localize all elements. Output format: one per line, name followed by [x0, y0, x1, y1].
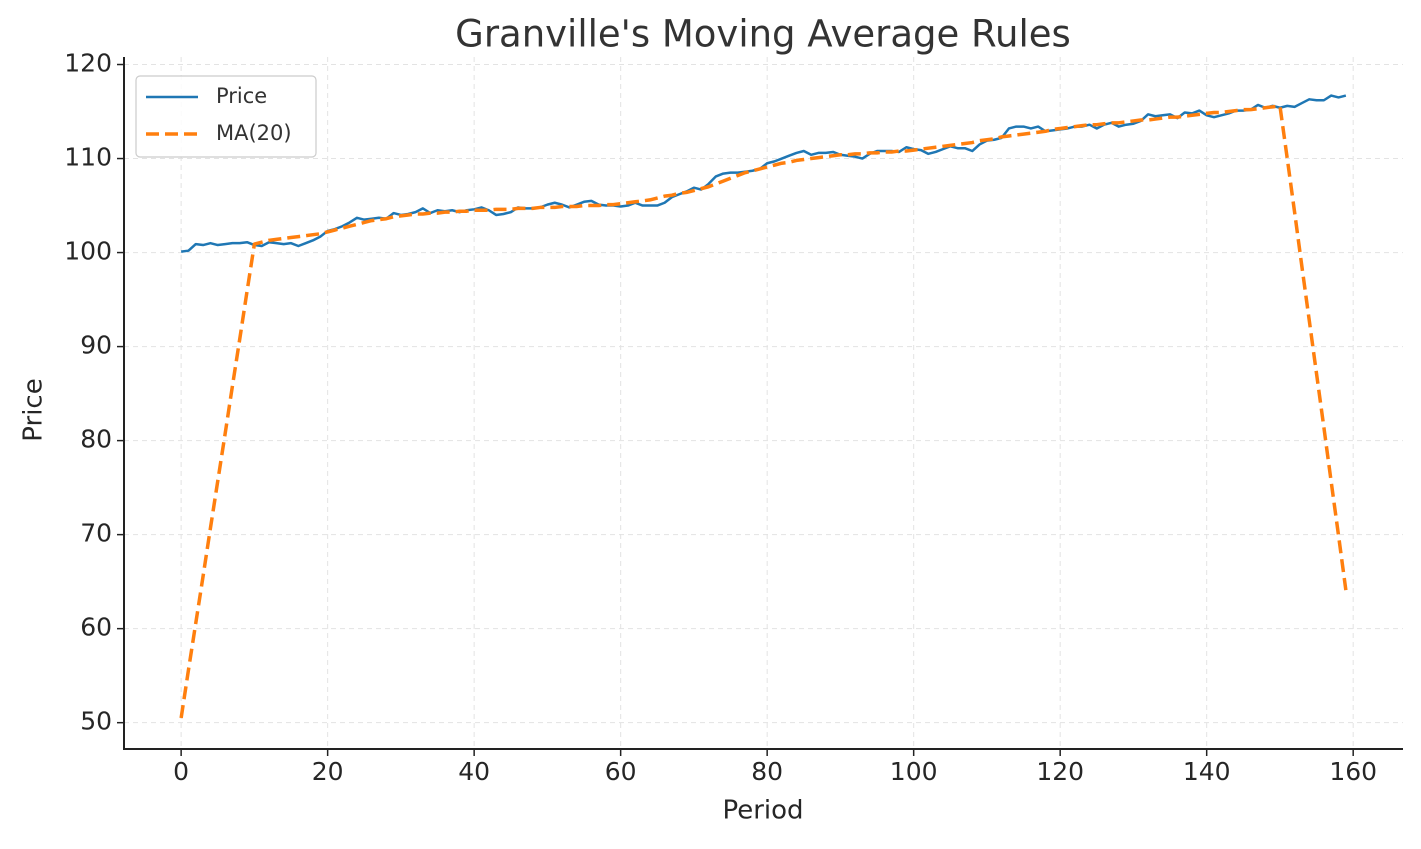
- legend-label: Price: [216, 84, 267, 108]
- y-tick-label: 50: [80, 707, 112, 736]
- legend: Price MA(20): [135, 75, 317, 158]
- x-tick-label: 120: [1036, 757, 1084, 786]
- y-tick-label: 80: [80, 425, 112, 454]
- y-axis-label: Price: [19, 378, 49, 441]
- y-tick-label: 110: [64, 143, 112, 172]
- series-line: [179, 104, 1348, 719]
- x-axis-label: Period: [722, 796, 803, 826]
- x-tick-label: 100: [890, 757, 938, 786]
- x-tick-label: 60: [605, 757, 637, 786]
- chart-title: Granville's Moving Average Rules: [455, 13, 1071, 56]
- y-tick-label: 100: [64, 237, 112, 266]
- x-tick-label: 0: [173, 757, 189, 786]
- y-tick-label: 60: [80, 613, 112, 642]
- y-tick-label: 90: [80, 331, 112, 360]
- grid: [124, 57, 1403, 749]
- legend-label: MA(20): [216, 121, 292, 145]
- x-tick-label: 80: [751, 757, 783, 786]
- x-tick-label: 40: [458, 757, 490, 786]
- y-tick-label: 120: [64, 49, 112, 78]
- series-line: [180, 94, 1347, 253]
- x-tick-label: 140: [1183, 757, 1231, 786]
- x-tick-label: 160: [1329, 757, 1377, 786]
- x-tick-label: 20: [312, 757, 344, 786]
- plot-area: [179, 94, 1348, 719]
- y-tick-label: 70: [80, 519, 112, 548]
